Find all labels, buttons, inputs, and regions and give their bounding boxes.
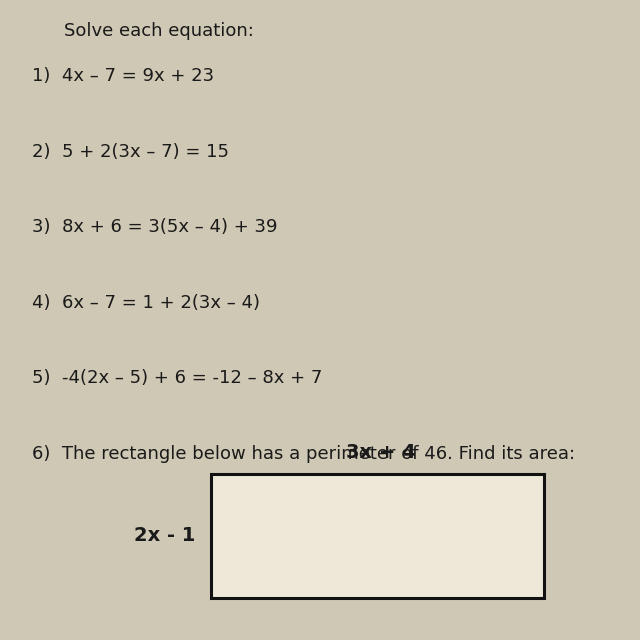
Text: 2)  5 + 2(3x – 7) = 15: 2) 5 + 2(3x – 7) = 15	[32, 143, 229, 161]
Text: 5)  -4(2x – 5) + 6 = -12 – 8x + 7: 5) -4(2x – 5) + 6 = -12 – 8x + 7	[32, 369, 323, 387]
Bar	[211, 474, 544, 598]
Text: 2x - 1: 2x - 1	[134, 526, 195, 545]
Text: Solve each equation:: Solve each equation:	[64, 22, 254, 40]
Text: 3)  8x + 6 = 3(5x – 4) + 39: 3) 8x + 6 = 3(5x – 4) + 39	[32, 218, 278, 236]
Text: 6)  The rectangle below has a perimeter of 46. Find its area:: 6) The rectangle below has a perimeter o…	[32, 445, 575, 463]
Text: 4)  6x – 7 = 1 + 2(3x – 4): 4) 6x – 7 = 1 + 2(3x – 4)	[32, 294, 260, 312]
Text: 3x + 4: 3x + 4	[346, 443, 415, 462]
Text: 1)  4x – 7 = 9x + 23: 1) 4x – 7 = 9x + 23	[32, 67, 214, 85]
